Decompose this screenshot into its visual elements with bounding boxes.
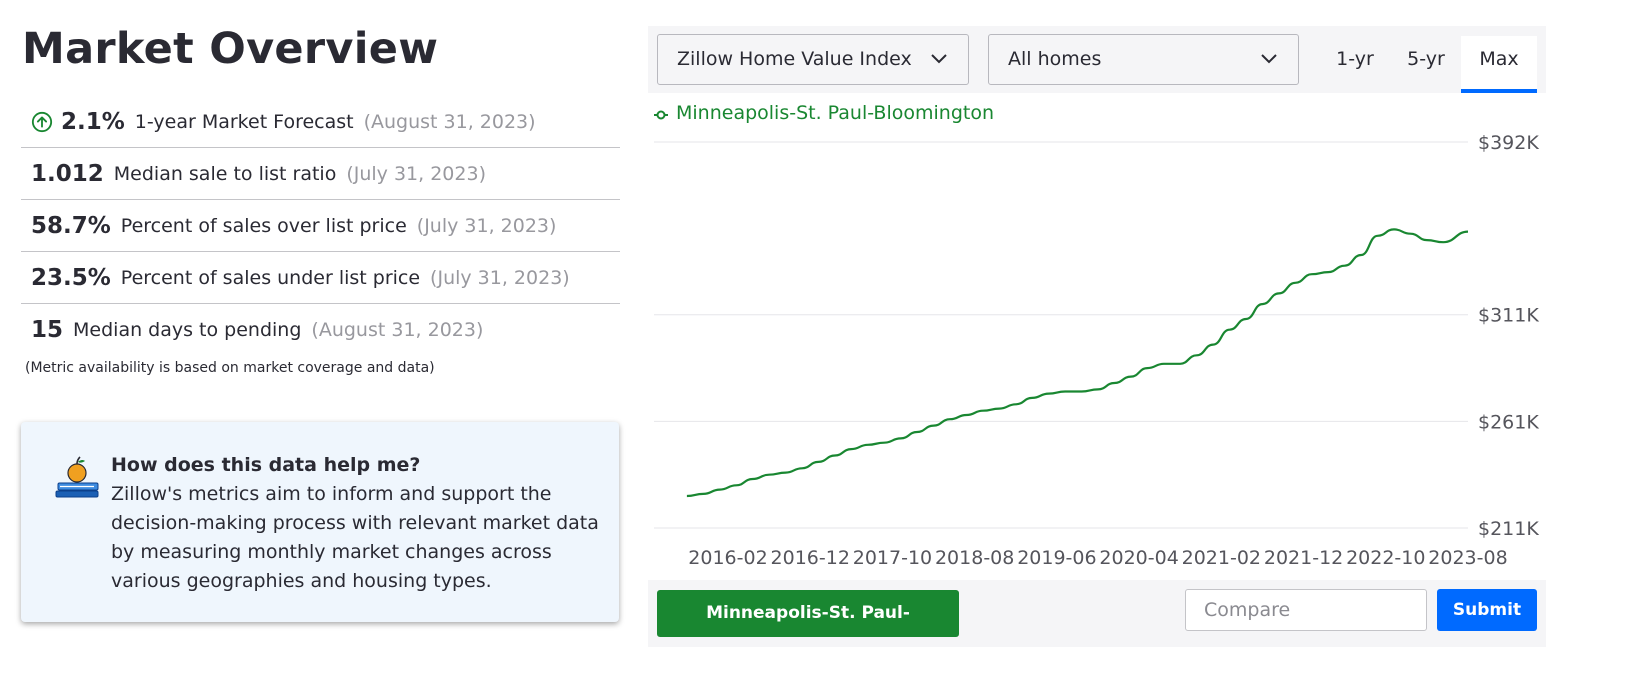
metric-select[interactable]: Zillow Home Value Index [657,34,969,85]
legend-label: Minneapolis-St. Paul-Bloomington [676,102,994,124]
y-tick-label: $211K [1478,518,1539,540]
help-body: Zillow's metrics aim to inform and suppo… [111,483,599,592]
home-type-select[interactable]: All homes [988,34,1299,85]
y-tick-label: $311K [1478,305,1539,327]
metric-label: Median sale to list ratio [113,162,337,185]
region-chip[interactable]: Minneapolis-St. Paul-Bloomington [657,590,959,670]
metric-label: Percent of sales over list price [120,214,407,237]
x-tick-label: 2019-06 [1017,547,1096,569]
home-value-chart: $392K $311K $261K $211K 2016-02 2016-12 2017-1… [654,102,1539,569]
metric-availability-note: (Metric availability is based on market … [25,360,435,376]
x-tick-label: 2016-12 [771,547,850,569]
metric-row-days-to-pending: 15 Median days to pending (August 31, 20… [21,304,620,356]
x-tick-label: 2021-02 [1182,547,1261,569]
x-tick-label: 2023-08 [1428,547,1507,569]
metric-value: 58.7% [31,212,111,239]
metric-row-over-list: 58.7% Percent of sales over list price (… [21,200,620,252]
metric-row-sale-to-list: 1.012 Median sale to list ratio (July 31… [21,148,620,200]
x-tick-label: 2016-02 [688,547,767,569]
metric-value: 15 [31,317,64,343]
chevron-down-icon [1261,54,1277,64]
arrow-up-circle-icon [31,111,53,132]
metric-value: 23.5% [31,264,111,291]
metric-label: Median days to pending [73,319,302,341]
metric-date: (August 31, 2023) [311,319,484,341]
legend-marker-icon [656,110,666,120]
series-line [686,228,1469,498]
x-tick-label: 2018-08 [935,547,1014,569]
metric-date: (July 31, 2023) [346,162,486,185]
chevron-down-icon [931,54,947,64]
compare-input[interactable] [1185,589,1427,631]
y-tick-label: $261K [1478,411,1539,433]
compare-bar: Minneapolis-St. Paul-Bloomington Submit [648,580,1546,670]
submit-button[interactable]: Submit [1437,589,1537,631]
metric-label: Percent of sales under list price [120,266,421,289]
metric-label: 1-year Market Forecast [134,110,354,133]
metric-value: 1.012 [31,160,104,187]
metric-value: 2.1% [61,108,125,135]
y-tick-label: $392K [1478,132,1539,154]
metric-row-under-list: 23.5% Percent of sales under list price … [21,252,620,304]
x-tick-label: 2021-12 [1264,547,1343,569]
help-title: How does this data help me? [111,454,421,476]
metrics-list: 2.1% 1-year Market Forecast (August 31, … [21,96,620,356]
range-tab-1yr[interactable]: 1-yr [1336,48,1374,70]
range-tab-5yr[interactable]: 5-yr [1407,48,1445,70]
apple-on-books-icon [55,456,99,498]
metric-date: (July 31, 2023) [416,214,557,237]
page-title: Market Overview [22,24,439,74]
home-type-select-value: All homes [1008,48,1102,70]
x-tick-label: 2020-04 [1099,547,1178,569]
metric-date: (July 31, 2023) [430,266,570,289]
x-tick-label: 2017-10 [853,547,932,569]
x-tick-label: 2022-10 [1346,547,1425,569]
metric-date: (August 31, 2023) [363,110,536,133]
chart-controls: Zillow Home Value Index All homes 1-yr 5… [648,26,1546,93]
metric-select-value: Zillow Home Value Index [677,48,912,70]
range-tab-max[interactable]: Max [1461,36,1537,93]
metric-row-forecast: 2.1% 1-year Market Forecast (August 31, … [21,96,620,148]
help-card: How does this data help me? Zillow's met… [21,422,619,622]
